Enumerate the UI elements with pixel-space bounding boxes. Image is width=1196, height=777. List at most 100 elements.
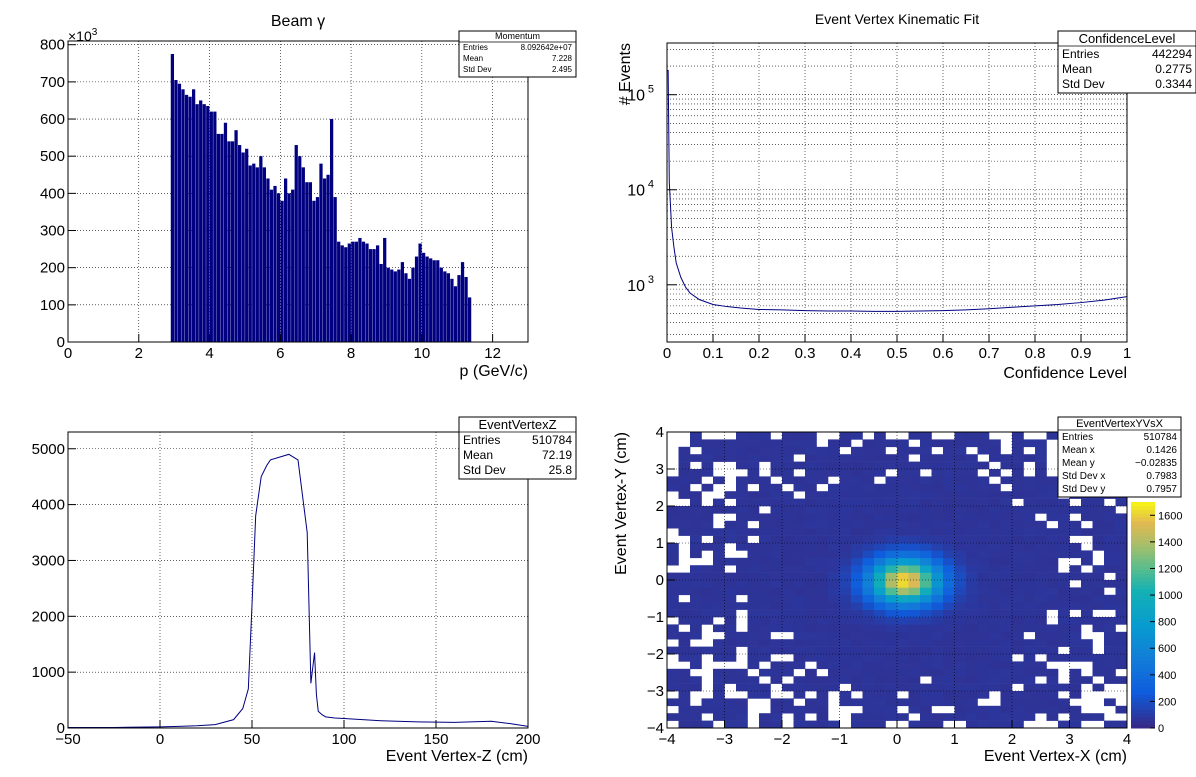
heatmap-cell — [1012, 550, 1024, 559]
heatmap-cell — [770, 535, 783, 544]
heatmap-cell — [713, 713, 725, 721]
heatmap-cell — [920, 594, 932, 603]
stats-row-value: 0.3344 — [1155, 77, 1192, 91]
heatmap-cell — [839, 587, 852, 596]
heatmap-cell — [1081, 587, 1093, 596]
heatmap-cell — [828, 557, 840, 566]
heatmap-cell — [908, 432, 921, 440]
y-tick-label: −4 — [647, 720, 664, 737]
heatmap-cell — [828, 654, 840, 662]
heatmap-cell — [667, 557, 679, 566]
heatmap-cell — [1023, 654, 1036, 662]
heatmap-cell — [770, 446, 783, 455]
heatmap-cell — [667, 587, 679, 596]
heatmap-cell — [966, 520, 978, 529]
heatmap-cell — [1081, 602, 1093, 610]
heatmap-cell — [989, 654, 1001, 662]
heatmap-cell — [1035, 469, 1047, 477]
heatmap-cell — [966, 705, 978, 714]
heatmap-cell — [701, 520, 714, 529]
heatmap-cell — [1023, 454, 1036, 462]
heatmap-cell — [816, 617, 829, 625]
heatmap-cell — [1000, 587, 1013, 596]
heatmap-cell — [1046, 572, 1059, 581]
heatmap-cell — [977, 594, 990, 603]
heatmap-cell — [931, 572, 944, 581]
heatmap-cell — [977, 720, 990, 729]
heatmap-cell — [724, 535, 737, 544]
heatmap-cell — [862, 587, 875, 596]
heatmap-cell — [908, 668, 921, 677]
heatmap-cell — [931, 713, 944, 721]
heatmap-cell — [851, 520, 863, 529]
heatmap-cell — [851, 624, 863, 633]
heatmap-cell — [793, 498, 806, 507]
heatmap-cell — [770, 572, 783, 581]
heatmap-cell — [1000, 683, 1013, 692]
heatmap-cell — [839, 439, 852, 448]
y-tick-label: −1 — [647, 609, 664, 626]
heatmap-cell — [747, 580, 760, 588]
heatmap-cell — [1092, 543, 1105, 551]
heatmap-cell — [759, 550, 771, 559]
heatmap-cell — [1058, 572, 1070, 581]
heatmap-cell — [977, 639, 990, 647]
heatmap-cell — [1000, 631, 1013, 640]
heatmap-cell — [747, 476, 760, 485]
y-tick-label: 2 — [656, 498, 664, 515]
color-scale-segment — [1131, 671, 1155, 676]
heatmap-cell — [1035, 572, 1047, 581]
histogram-bar — [262, 167, 267, 342]
heatmap-cell — [667, 602, 679, 610]
heatmap-cell — [989, 520, 1001, 529]
heatmap-cell — [805, 683, 817, 692]
heatmap-cell — [839, 691, 852, 699]
heatmap-cell — [805, 609, 817, 618]
heatmap-cell — [1012, 617, 1024, 625]
heatmap-cell — [1115, 654, 1128, 662]
heatmap-cell — [690, 720, 702, 729]
heatmap-cell — [908, 543, 921, 551]
heatmap-cell — [724, 602, 737, 610]
color-scale-segment — [1131, 675, 1155, 680]
heatmap-cell — [782, 587, 794, 596]
histogram-bar — [460, 262, 465, 342]
heatmap-cell — [989, 557, 1001, 566]
heatmap-cell — [885, 498, 898, 507]
heatmap-cell — [747, 454, 760, 462]
color-scale-segment — [1131, 652, 1155, 657]
heatmap-cell — [966, 609, 978, 618]
heatmap-cell — [931, 624, 944, 633]
heatmap-cell — [816, 565, 829, 573]
heatmap-cell — [736, 698, 748, 707]
heatmap-cell — [1023, 668, 1036, 677]
heatmap-cell — [713, 676, 725, 684]
heatmap-cell — [736, 705, 748, 714]
heatmap-cell — [724, 646, 737, 655]
heatmap-cell — [1104, 550, 1116, 559]
heatmap-cell — [1035, 639, 1047, 647]
heatmap-cell — [793, 550, 806, 559]
heatmap-cell — [966, 535, 978, 544]
heatmap-cell — [1046, 654, 1059, 662]
heatmap-cell — [908, 513, 921, 522]
heatmap-cell — [736, 513, 748, 522]
heatmap-cell — [1081, 594, 1093, 603]
heatmap-cell — [805, 587, 817, 596]
heatmap-cell — [908, 446, 921, 455]
heatmap-cell — [1081, 713, 1093, 721]
heatmap-cell — [1092, 661, 1105, 670]
heatmap-cell — [805, 639, 817, 647]
heatmap-cell — [851, 683, 863, 692]
heatmap-cell — [678, 528, 691, 536]
heatmap-cell — [793, 535, 806, 544]
heatmap-cell — [736, 720, 748, 729]
heatmap-cell — [954, 565, 967, 573]
heatmap-cell — [724, 528, 737, 536]
heatmap-cell — [1012, 594, 1024, 603]
heatmap-cell — [1023, 565, 1036, 573]
